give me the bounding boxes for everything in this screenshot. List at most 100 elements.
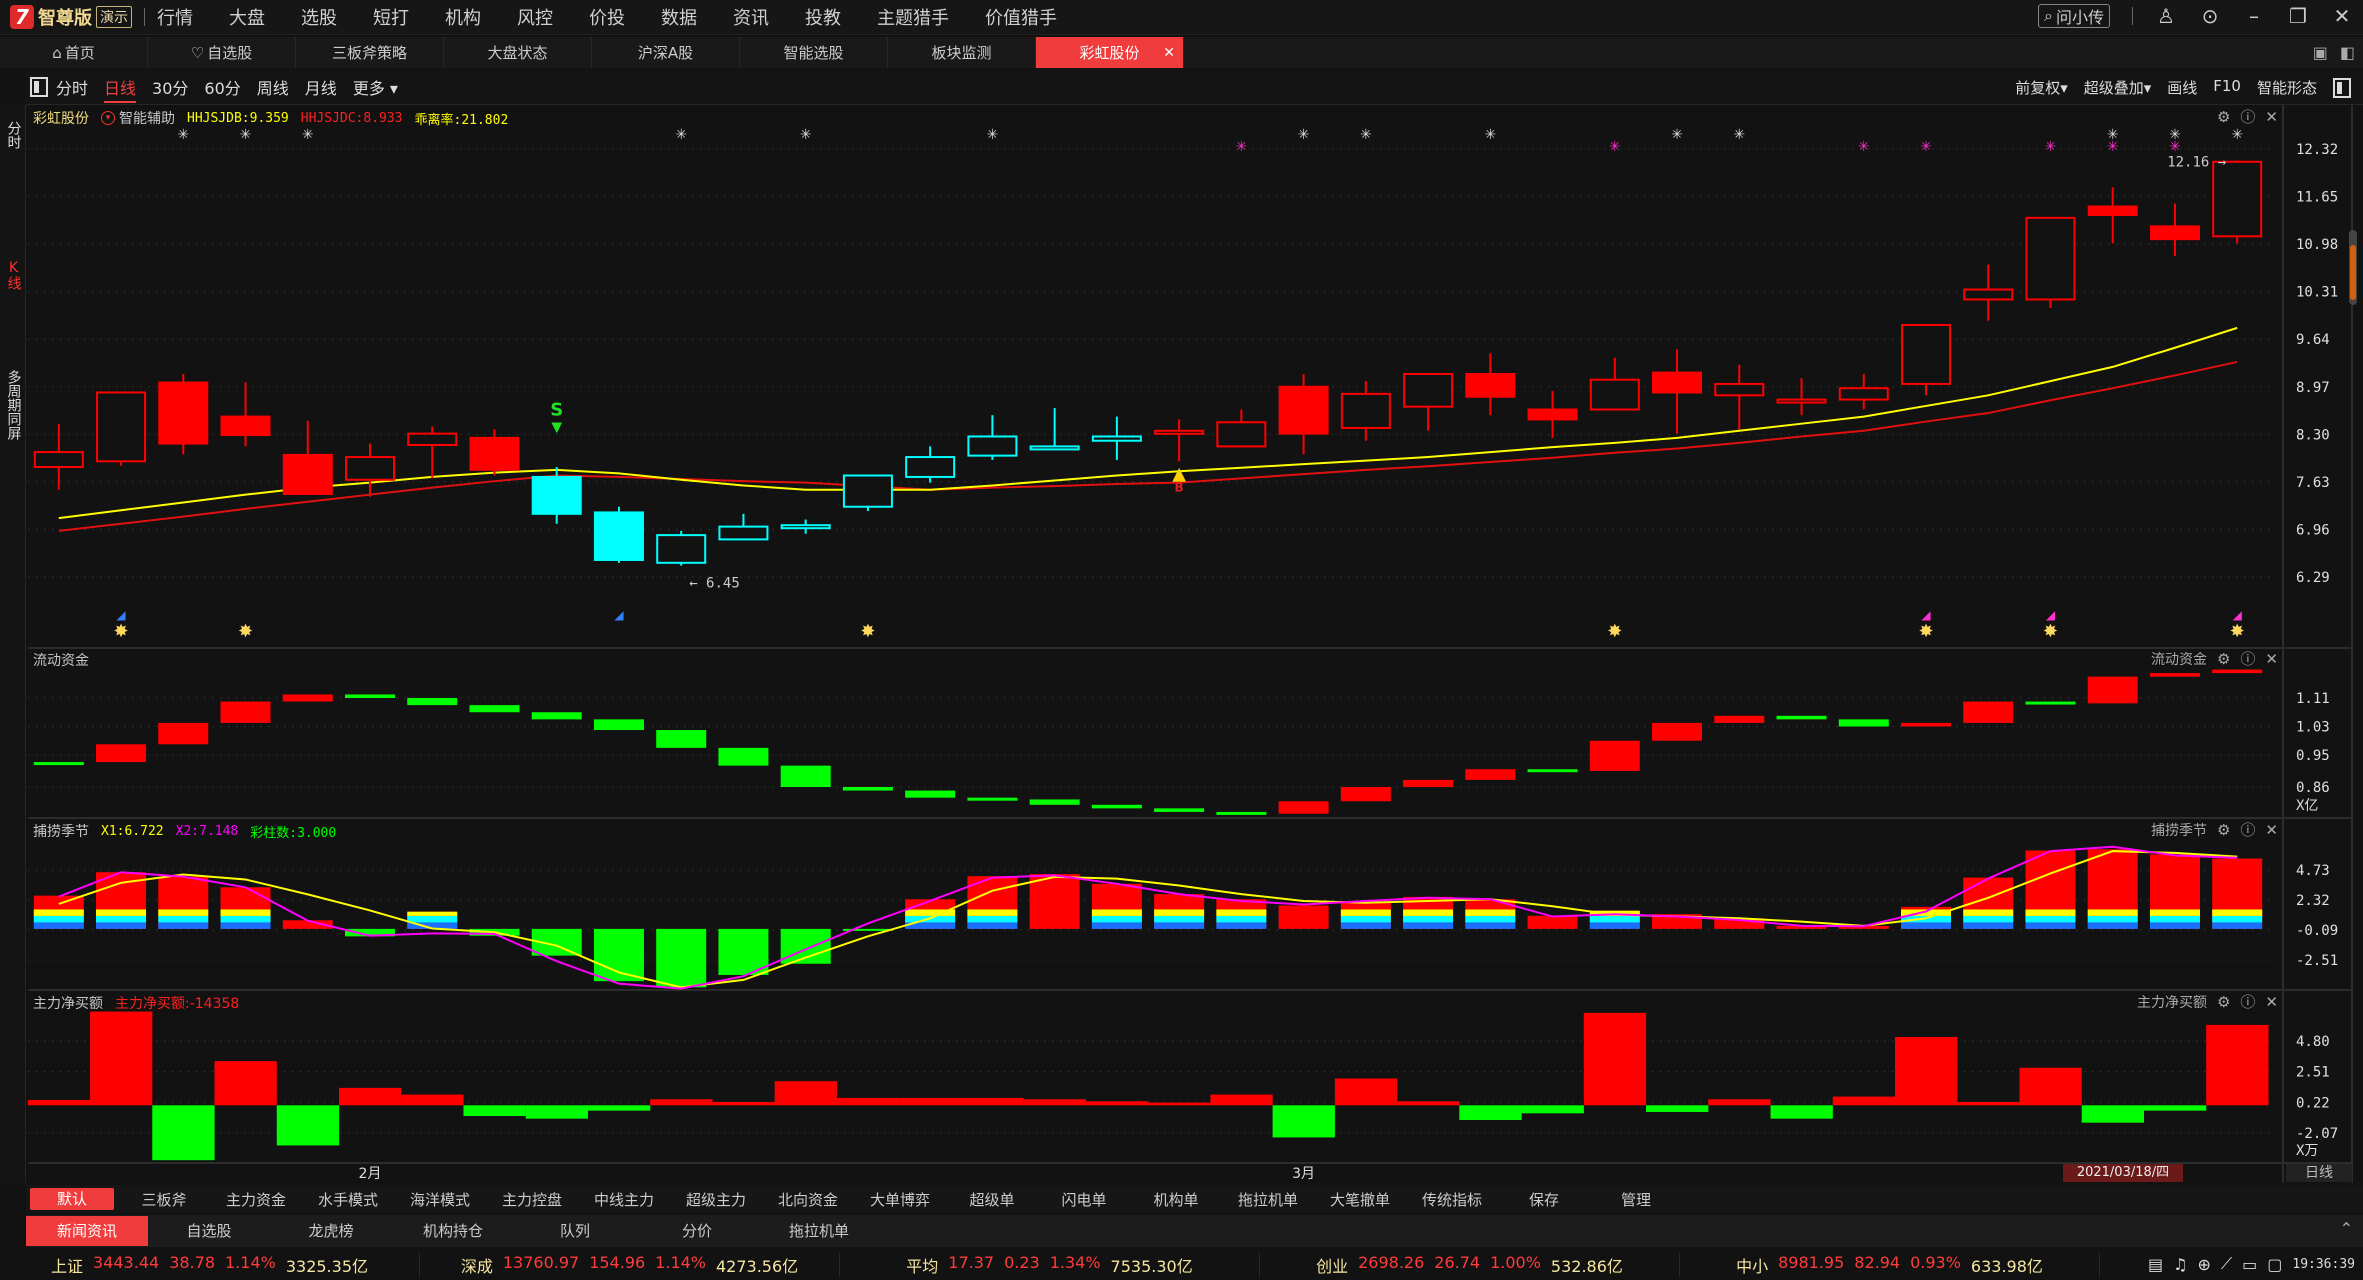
- minimize-icon[interactable]: –: [2249, 4, 2259, 28]
- restore-icon[interactable]: ❐: [2289, 4, 2307, 28]
- menu-item-7[interactable]: 数据: [661, 8, 697, 29]
- indicator-tab-2[interactable]: 主力资金: [225, 1190, 286, 1209]
- bottom-tab-4[interactable]: 队列: [559, 1222, 590, 1240]
- indicator-tab-12[interactable]: 机构单: [1153, 1190, 1199, 1209]
- period-1[interactable]: 日线: [104, 75, 137, 103]
- toolbar-right-1[interactable]: 超级叠加▾: [2083, 79, 2152, 97]
- tab-close-icon[interactable]: ✕: [1163, 44, 1175, 61]
- menu-item-8[interactable]: 资讯: [733, 8, 769, 29]
- bottom-tab-2[interactable]: 龙虎榜: [308, 1222, 354, 1240]
- message-icon[interactable]: ▭: [2242, 1254, 2258, 1274]
- toolbar-right-3[interactable]: F10: [2213, 77, 2241, 95]
- indicator-tab-8[interactable]: 北向资金: [777, 1190, 838, 1209]
- gear-icon[interactable]: ⚙: [2216, 107, 2231, 126]
- indicator-tab-9[interactable]: 大单博弈: [869, 1190, 930, 1209]
- tab-0[interactable]: ⌂ 首页: [0, 37, 148, 68]
- close-icon[interactable]: ✕: [2265, 649, 2278, 668]
- trend-icon[interactable]: ⟋: [2220, 1254, 2233, 1273]
- index-3[interactable]: 创业 2698.26 26.74 1.00% 532.86亿: [1260, 1253, 1680, 1277]
- indicator-tab-14[interactable]: 大笔撤单: [1329, 1190, 1390, 1209]
- close-icon[interactable]: ✕: [2333, 4, 2351, 28]
- help-icon[interactable]: ⓘ: [2240, 821, 2256, 839]
- view-tab-timeshare[interactable]: 分时: [5, 121, 22, 149]
- close-icon[interactable]: ✕: [2265, 820, 2278, 839]
- menu-item-4[interactable]: 机构: [445, 8, 481, 29]
- menu-item-10[interactable]: 主题猎手: [877, 8, 949, 29]
- indicator-tab-10[interactable]: 超级单: [969, 1190, 1015, 1209]
- indicator-tab-5[interactable]: 主力控盘: [501, 1190, 562, 1209]
- indicator-tab-1[interactable]: 三板斧: [141, 1190, 187, 1209]
- gear-icon[interactable]: ⚙: [2216, 992, 2231, 1011]
- close-icon[interactable]: ✕: [2265, 107, 2278, 126]
- panel-toggle-icon[interactable]: [2333, 77, 2351, 98]
- gear-icon[interactable]: ⚙: [2216, 649, 2231, 668]
- smart-assist-toggle[interactable]: ▾ 智能辅助: [101, 108, 175, 128]
- indicator-tab-7[interactable]: 超级主力: [685, 1190, 746, 1209]
- indicator-tab-15[interactable]: 传统指标: [1421, 1190, 1482, 1209]
- indicator-tab-13[interactable]: 拖拉机单: [1237, 1190, 1298, 1209]
- layout-toggle-icon[interactable]: [30, 77, 48, 97]
- bell-icon[interactable]: ♫: [2173, 1254, 2188, 1274]
- index-1[interactable]: 深成 13760.97 154.96 1.14% 4273.56亿: [420, 1253, 840, 1277]
- calendar-icon[interactable]: ▤: [2148, 1254, 2164, 1274]
- tab-7[interactable]: 彩虹股份 ✕: [1036, 37, 1184, 68]
- tab-6[interactable]: 板块监测: [888, 37, 1036, 68]
- tab-5[interactable]: 智能选股: [740, 37, 888, 68]
- help-icon[interactable]: ⓘ: [2240, 108, 2256, 126]
- menu-item-3[interactable]: 短打: [373, 8, 409, 29]
- candle-body: [1714, 382, 1765, 397]
- menu-item-5[interactable]: 风控: [517, 8, 553, 29]
- period-5[interactable]: 月线: [304, 79, 337, 98]
- sidebar-toggle-icon[interactable]: ◧: [2339, 43, 2355, 62]
- indicator-tab-11[interactable]: 闪电单: [1061, 1190, 1107, 1209]
- menu-item-1[interactable]: 大盘: [229, 8, 265, 29]
- ask-assistant-button[interactable]: ⌕ 问小传: [2038, 4, 2110, 28]
- view-tab-multi-period[interactable]: 多周期同屏: [5, 370, 22, 440]
- bottom-tab-0[interactable]: 新闻资讯: [26, 1216, 148, 1246]
- globe-icon[interactable]: ⊕: [2197, 1254, 2211, 1274]
- index-2[interactable]: 平均 17.37 0.23 1.34% 7535.30亿: [840, 1253, 1260, 1277]
- toolbar-right-4[interactable]: 智能形态: [2256, 79, 2317, 97]
- bottom-tab-3[interactable]: 机构持仓: [422, 1222, 483, 1240]
- toolbar-right-2[interactable]: 画线: [2167, 79, 2198, 97]
- screen-icon[interactable]: ▣: [2312, 43, 2328, 62]
- menu-item-6[interactable]: 价投: [589, 8, 625, 29]
- period-0[interactable]: 分时: [56, 79, 89, 98]
- close-icon[interactable]: ✕: [2265, 992, 2278, 1011]
- period-3[interactable]: 60分: [204, 79, 241, 98]
- menu-item-0[interactable]: 行情: [157, 8, 193, 29]
- indicator-tab-17[interactable]: 管理: [1620, 1190, 1651, 1209]
- view-tab-kline[interactable]: K线: [5, 260, 22, 290]
- zoom-slider[interactable]: [2349, 230, 2357, 305]
- bottom-tab-1[interactable]: 自选股: [186, 1222, 232, 1240]
- menu-item-9[interactable]: 投教: [805, 8, 841, 29]
- indicator-tab-16[interactable]: 保存: [1528, 1190, 1559, 1209]
- indicator-tab-3[interactable]: 水手模式: [317, 1190, 378, 1209]
- gear-icon[interactable]: ⚙: [2216, 820, 2231, 839]
- menu-item-2[interactable]: 选股: [301, 8, 337, 29]
- tab-2[interactable]: 三板斧策略: [296, 37, 444, 68]
- user-icon[interactable]: ♙: [2157, 4, 2175, 28]
- index-change: 0.23: [1004, 1253, 1040, 1272]
- indicator-tab-0[interactable]: 默认: [30, 1188, 114, 1210]
- tab-4[interactable]: 沪深A股: [592, 37, 740, 68]
- indicator-tab-4[interactable]: 海洋模式: [409, 1190, 470, 1209]
- bottom-tab-5[interactable]: 分价: [681, 1222, 712, 1240]
- settings-icon[interactable]: ⊙: [2201, 4, 2219, 28]
- period-6[interactable]: 更多 ▾: [352, 79, 398, 98]
- tab-3[interactable]: 大盘状态: [444, 37, 592, 68]
- period-2[interactable]: 30分: [152, 79, 189, 98]
- monitor-icon[interactable]: ▢: [2267, 1254, 2283, 1274]
- menu-item-11[interactable]: 价值猎手: [985, 8, 1057, 29]
- expand-icon[interactable]: ⌃: [2339, 1219, 2353, 1238]
- tab-1[interactable]: ♡ 自选股: [148, 37, 296, 68]
- indicator-tab-6[interactable]: 中线主力: [593, 1190, 654, 1209]
- help-icon[interactable]: ⓘ: [2240, 650, 2256, 668]
- index-0[interactable]: 上证 3443.44 38.78 1.14% 3325.35亿: [0, 1253, 420, 1277]
- toolbar-right-0[interactable]: 前复权▾: [2015, 79, 2068, 97]
- period-4[interactable]: 周线: [256, 79, 289, 98]
- help-icon[interactable]: ⓘ: [2240, 993, 2256, 1011]
- index-4[interactable]: 中小 8981.95 82.94 0.93% 633.98亿: [1680, 1253, 2100, 1277]
- bottom-tab-6[interactable]: 拖拉机单: [788, 1222, 849, 1240]
